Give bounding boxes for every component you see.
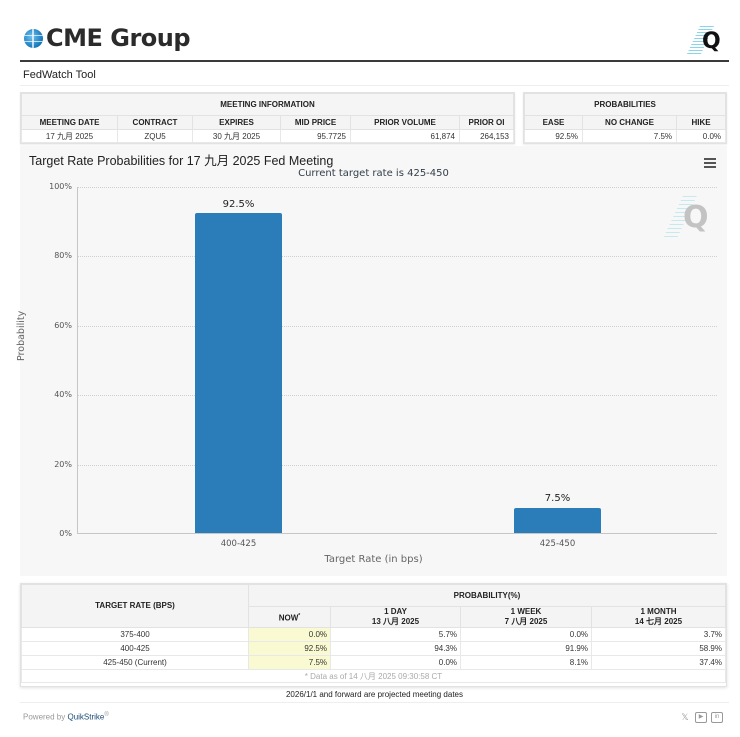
bar-data-label: 7.5%	[544, 493, 571, 504]
tool-title-bar: FedWatch Tool	[20, 64, 729, 86]
target-rate-chart: Target Rate Probabilities for 17 九月 2025…	[16, 146, 727, 576]
gridline	[78, 395, 717, 396]
chart-title: Target Rate Probabilities for 17 九月 2025…	[29, 154, 334, 168]
x-axis	[77, 533, 717, 534]
brand-name: CME Group	[46, 24, 191, 52]
plot-area: 100% 80% 60% 40% 20% 0% 92.5% 7.5% 400-4…	[49, 182, 717, 549]
x-icon[interactable]: 𝕏	[681, 712, 689, 722]
y-tick: 100%	[49, 182, 72, 191]
probability-history-table: TARGET RATE (BPS) PROBABILITY(%) NOW* 1 …	[21, 584, 726, 683]
table-row: 375-400 0.0% 5.7% 0.0% 3.7%	[21, 627, 726, 642]
1-day-cell: 5.7%	[330, 627, 461, 642]
rate-cell: 425-450 (Current)	[21, 655, 249, 670]
x-tick: 400-425	[220, 539, 257, 549]
prior-volume-value: 61,874	[350, 129, 460, 143]
col-1-month: 1 MONTH 14 七月 2025	[591, 606, 726, 628]
1-month-cell: 37.4%	[591, 655, 726, 670]
1-week-cell: 91.9%	[460, 641, 592, 656]
y-tick: 60%	[54, 321, 72, 330]
col-1-week: 1 WEEK 7 八月 2025	[460, 606, 592, 628]
probabilities-table: PROBABILITIES EASE NO CHANGE HIKE 92.5% …	[524, 93, 726, 143]
meeting-date-value: 17 九月 2025	[21, 129, 118, 143]
quikstrike-link[interactable]: QuikStrike	[67, 712, 105, 722]
gridline	[78, 465, 717, 466]
powered-by: Powered by QuikStrike®	[23, 712, 109, 722]
table-row: 17 九月 2025 ZQU5 30 九月 2025 95.7725 61,87…	[21, 129, 514, 143]
youtube-icon[interactable]: ▶	[695, 712, 707, 723]
1-day-cell: 94.3%	[330, 641, 461, 656]
tool-title: FedWatch Tool	[23, 69, 96, 81]
projected-dates-note: 2026/1/1 and forward are projected meeti…	[20, 687, 729, 703]
col-prior-oi: PRIOR OI	[459, 115, 514, 130]
1-week-cell: 8.1%	[460, 655, 592, 670]
globe-icon	[24, 28, 43, 48]
data-timestamp-note: * Data as of 14 八月 2025 09:30:58 CT	[21, 669, 726, 683]
probabilities-header: PROBABILITIES	[524, 93, 726, 116]
y-tick: 80%	[54, 251, 72, 260]
table-row: 92.5% 7.5% 0.0%	[524, 129, 726, 143]
table-row: 400-425 92.5% 94.3% 91.9% 58.9%	[21, 641, 726, 656]
y-axis	[77, 187, 78, 534]
y-axis-label: Probability	[16, 310, 27, 361]
y-tick: 20%	[54, 460, 72, 469]
col-ease: EASE	[524, 115, 583, 130]
col-hike: HIKE	[676, 115, 726, 130]
bar-400-425[interactable]	[195, 213, 282, 533]
now-cell: 0.0%	[248, 627, 331, 642]
linkedin-icon[interactable]: in	[711, 712, 723, 723]
x-axis-label: Target Rate (in bps)	[324, 554, 423, 565]
probability-history-panel: TARGET RATE (BPS) PROBABILITY(%) NOW* 1 …	[20, 583, 727, 687]
cme-group-logo[interactable]: CME Group	[24, 24, 191, 52]
col-mid-price: MID PRICE	[280, 115, 351, 130]
gridline	[78, 187, 717, 188]
rate-cell: 400-425	[21, 641, 249, 656]
expires-value: 30 九月 2025	[192, 129, 281, 143]
now-cell: 7.5%	[248, 655, 331, 670]
y-tick: 40%	[54, 390, 72, 399]
col-prior-volume: PRIOR VOLUME	[350, 115, 460, 130]
prior-oi-value: 264,153	[459, 129, 514, 143]
probability-group-header: PROBABILITY(%)	[248, 584, 726, 607]
col-expires: EXPIRES	[192, 115, 281, 130]
1-month-cell: 58.9%	[591, 641, 726, 656]
no-change-value: 7.5%	[582, 129, 677, 143]
mid-price-value: 95.7725	[280, 129, 351, 143]
social-links: 𝕏 ▶ in	[679, 712, 723, 723]
x-tick: 425-450	[539, 539, 576, 549]
quikstrike-watermark-icon: Q	[663, 196, 709, 238]
1-month-cell: 3.7%	[591, 627, 726, 642]
meeting-information-header: MEETING INFORMATION	[21, 93, 514, 116]
col-1-day: 1 DAY 13 八月 2025	[330, 606, 461, 628]
quikstrike-q-logo-icon: Q	[686, 24, 723, 58]
rate-cell: 375-400	[21, 627, 249, 642]
y-tick: 0%	[59, 529, 72, 538]
1-week-cell: 0.0%	[460, 627, 592, 642]
table-row: 425-450 (Current) 7.5% 0.0% 8.1% 37.4%	[21, 655, 726, 670]
meeting-information-table: MEETING INFORMATION MEETING DATE CONTRAC…	[21, 93, 514, 143]
bar-data-label: 92.5%	[222, 199, 255, 210]
col-no-change: NO CHANGE	[582, 115, 677, 130]
target-rate-header: TARGET RATE (BPS)	[21, 584, 249, 628]
chart-subtitle: Current target rate is 425-450	[298, 168, 449, 179]
col-contract: CONTRACT	[117, 115, 193, 130]
page-header: CME Group Q	[20, 18, 729, 62]
now-cell: 92.5%	[248, 641, 331, 656]
meeting-information-panel: MEETING INFORMATION MEETING DATE CONTRAC…	[20, 92, 515, 144]
col-meeting-date: MEETING DATE	[21, 115, 118, 130]
gridline	[78, 326, 717, 327]
col-now: NOW*	[248, 606, 331, 628]
hike-value: 0.0%	[676, 129, 726, 143]
ease-value: 92.5%	[524, 129, 583, 143]
contract-value: ZQU5	[117, 129, 193, 143]
1-day-cell: 0.0%	[330, 655, 461, 670]
probabilities-panel: PROBABILITIES EASE NO CHANGE HIKE 92.5% …	[523, 92, 727, 144]
hamburger-menu-icon[interactable]	[704, 158, 716, 168]
gridline	[78, 256, 717, 257]
bar-425-450[interactable]	[514, 508, 601, 533]
